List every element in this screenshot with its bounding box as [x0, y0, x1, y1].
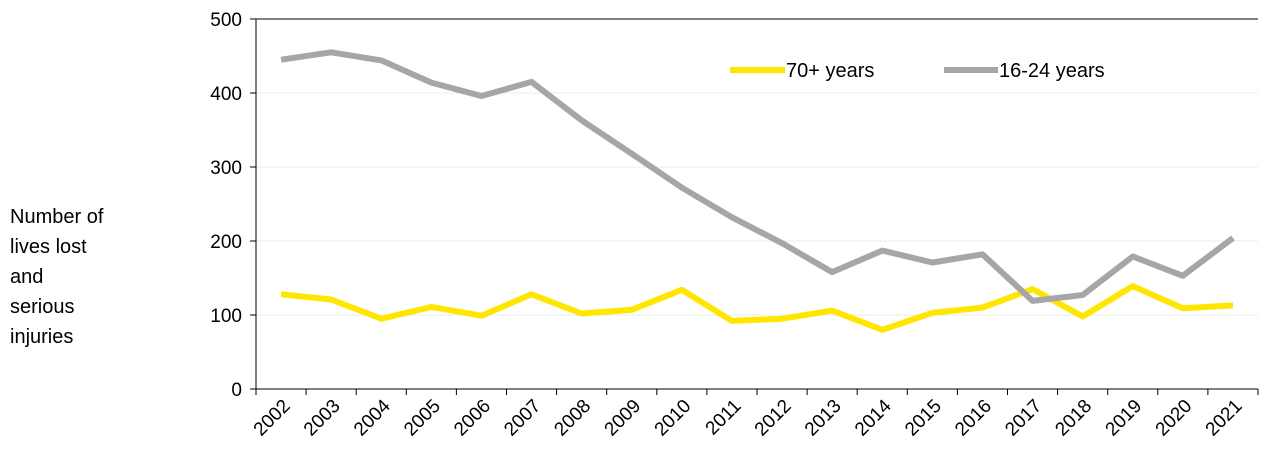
- series-lines: [280, 49, 1235, 333]
- y-axis-label-line: serious: [10, 296, 74, 318]
- x-tick-label: 2019: [1102, 396, 1147, 441]
- y-tick-label: 400: [210, 84, 242, 105]
- x-tick-label: 2013: [801, 396, 846, 441]
- x-tick-label: 2015: [901, 396, 946, 441]
- y-tick-labels: 0 100 200 300 400 500: [210, 10, 242, 401]
- x-tick-label: 2006: [450, 396, 495, 441]
- legend: 70+ years 16-24 years: [730, 60, 1105, 82]
- x-tick-label: 2010: [651, 396, 696, 441]
- x-tick-label: 2020: [1152, 396, 1197, 441]
- x-tick-label: 2021: [1202, 396, 1247, 441]
- x-tick-label: 2014: [851, 395, 896, 440]
- y-axis-label-line: Number of: [10, 206, 104, 228]
- y-axis-label-line: and: [10, 266, 43, 288]
- x-tick-label: 2004: [350, 395, 395, 440]
- x-tick-labels: 2002 2003 2004 2005 2006 2007 2008 2009 2010 2011…: [250, 395, 1247, 440]
- x-tick-label: 2002: [250, 396, 295, 441]
- y-tick-label: 300: [210, 158, 242, 179]
- x-tick-label: 2009: [601, 396, 646, 441]
- legend-label-1: 16-24 years: [999, 60, 1105, 82]
- y-tick-label: 200: [210, 232, 242, 253]
- series-line-0: [280, 283, 1234, 333]
- y-axis-label: Number of lives lost and serious injuries: [10, 206, 104, 348]
- x-tick-label: 2008: [550, 396, 595, 441]
- x-tick-label: 2007: [500, 396, 545, 441]
- y-tick-label: 100: [210, 306, 242, 327]
- legend-label-0: 70+ years: [786, 60, 874, 82]
- x-tick-label: 2003: [300, 396, 345, 441]
- axes: [250, 18, 1259, 395]
- x-tick-label: 2011: [702, 396, 746, 440]
- y-tick-label: 500: [210, 10, 242, 31]
- y-axis-label-line: injuries: [10, 326, 73, 348]
- x-tick-label: 2017: [1001, 396, 1046, 441]
- y-axis-label-line: lives lost: [10, 236, 87, 258]
- gridlines: [256, 92, 1258, 316]
- series-line-1: [280, 49, 1235, 304]
- x-tick-label: 2016: [951, 396, 996, 441]
- x-tick-label: 2018: [1051, 396, 1096, 441]
- y-tick-label: 0: [231, 380, 242, 401]
- x-tick-label: 2012: [751, 396, 796, 441]
- x-tick-label: 2005: [400, 396, 445, 441]
